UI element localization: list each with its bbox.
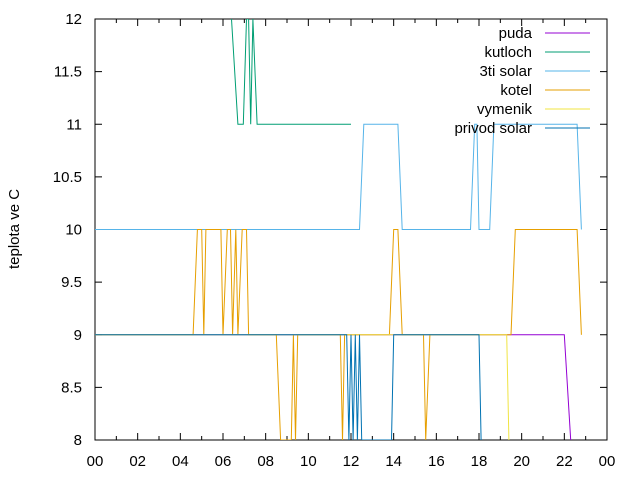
legend-label: puda [499, 25, 533, 42]
x-tick-label: 14 [385, 453, 402, 470]
x-tick-label: 06 [215, 453, 232, 470]
y-tick-label: 10 [65, 222, 82, 239]
legend: puda kutloch 3ti solar kotel vymenik privod s… [454, 25, 590, 137]
series-line-kotel [95, 229, 582, 440]
y-tick-label: 12 [65, 11, 82, 28]
y-axis-tick-labels: 8 8.5 9 9.5 10 10.5 11 11.5 12 [53, 11, 82, 449]
series-line-privod-solar [95, 334, 482, 440]
y-axis-title: teplota ve C [6, 189, 23, 269]
legend-label: kutloch [484, 44, 532, 61]
x-tick-label: 08 [257, 453, 274, 470]
legend-label: 3ti solar [479, 63, 532, 80]
x-axis-tick-labels: 00 02 04 06 08 10 12 14 16 18 20 22 00 [87, 453, 616, 470]
legend-entry: kotel [500, 82, 590, 99]
series-lines [95, 19, 582, 440]
legend-entry: privod solar [454, 120, 590, 137]
x-tick-label: 18 [471, 453, 488, 470]
y-tick-label: 10.5 [53, 169, 82, 186]
legend-label: kotel [500, 82, 532, 99]
legend-label: vymenik [477, 101, 533, 118]
y-tick-label: 8 [74, 432, 82, 449]
x-tick-label: 00 [87, 453, 104, 470]
x-tick-label: 16 [428, 453, 445, 470]
series-line-kutloch [231, 19, 351, 125]
x-tick-label: 12 [343, 453, 360, 470]
series-line-vymenik [95, 334, 510, 440]
y-tick-label: 11.5 [54, 64, 82, 81]
y-tick-label: 9 [74, 327, 82, 344]
legend-label: privod solar [454, 120, 532, 137]
x-tick-label: 10 [300, 453, 317, 470]
x-tick-label: 00 [599, 453, 616, 470]
y-tick-label: 8.5 [61, 379, 82, 396]
x-tick-label: 22 [556, 453, 573, 470]
y-tick-label: 11 [66, 116, 82, 133]
y-tick-label: 9.5 [61, 274, 82, 291]
legend-entry: vymenik [477, 101, 590, 118]
legend-entry: kutloch [484, 44, 590, 61]
x-tick-label: 04 [172, 453, 189, 470]
legend-entry: puda [499, 25, 590, 42]
legend-entry: 3ti solar [479, 63, 590, 80]
series-line-puda [95, 334, 572, 440]
x-tick-label: 20 [513, 453, 530, 470]
x-tick-label: 02 [129, 453, 146, 470]
series-line-3ti-solar [95, 123, 582, 230]
